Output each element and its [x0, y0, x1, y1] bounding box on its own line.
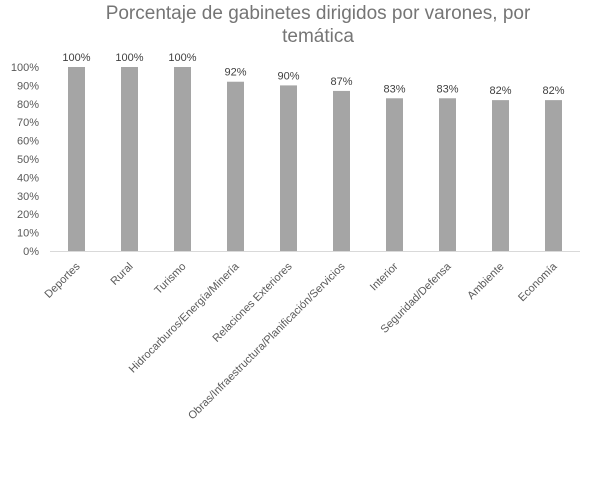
x-tick-label-0: Deportes	[43, 260, 83, 300]
data-label-3: 92%	[224, 67, 246, 79]
x-tick-label-2: Turismo	[152, 261, 188, 297]
bar-2	[174, 67, 191, 251]
bar-5	[333, 90, 350, 251]
y-tick-label: 40%	[17, 172, 39, 184]
x-tick-label-8: Ambiente	[465, 261, 506, 302]
data-label-2: 100%	[168, 52, 196, 64]
bar-6	[386, 98, 403, 251]
data-label-8: 82%	[489, 85, 511, 97]
y-axis: 0% 10% 20% 30% 40% 50% 60% 70% 80% 90% 100%	[11, 62, 39, 258]
data-label-5: 87%	[330, 76, 352, 88]
data-label-0: 100%	[62, 52, 90, 64]
y-tick-label: 20%	[17, 209, 39, 221]
bar-1	[121, 67, 138, 251]
bar-8	[492, 100, 509, 252]
chart-title: Porcentaje de gabinetes dirigidos por va…	[106, 3, 531, 47]
bars	[68, 67, 562, 252]
chart-title-line-1: Porcentaje de gabinetes dirigidos por va…	[106, 3, 531, 24]
data-label-7: 83%	[436, 83, 458, 95]
bar-0	[68, 67, 85, 251]
y-tick-label: 70%	[17, 117, 39, 129]
y-tick-label: 0%	[23, 246, 39, 258]
data-label-6: 83%	[383, 83, 405, 95]
data-label-4: 90%	[277, 70, 299, 82]
x-tick-label-3: Hidrocarburos/Energía/Minería	[127, 260, 242, 375]
x-tick-label-6: Interior	[368, 260, 401, 293]
data-label-1: 100%	[115, 52, 143, 64]
chart-title-line-2: temática	[282, 26, 354, 47]
y-tick-label: 80%	[17, 99, 39, 111]
y-tick-label: 100%	[11, 62, 39, 74]
data-label-9: 82%	[542, 85, 564, 97]
x-tick-label-1: Rural	[109, 261, 136, 288]
y-tick-label: 60%	[17, 136, 39, 148]
bar-3	[227, 81, 244, 251]
y-tick-label: 50%	[17, 154, 39, 166]
bar-9	[545, 100, 562, 252]
bar-4	[280, 85, 297, 252]
x-tick-labels: Deportes Rural TurismoHidrocarburos/Energí…	[43, 260, 561, 422]
y-tick-label: 90%	[17, 80, 39, 92]
bar-7	[439, 98, 456, 251]
y-tick-label: 30%	[17, 191, 39, 203]
data-labels: 100% 100% 100% 92% 90% 87% 83% 83% 82% 82%	[62, 52, 564, 97]
x-tick-label-9: Economía	[516, 260, 560, 304]
y-tick-label: 10%	[17, 228, 39, 240]
